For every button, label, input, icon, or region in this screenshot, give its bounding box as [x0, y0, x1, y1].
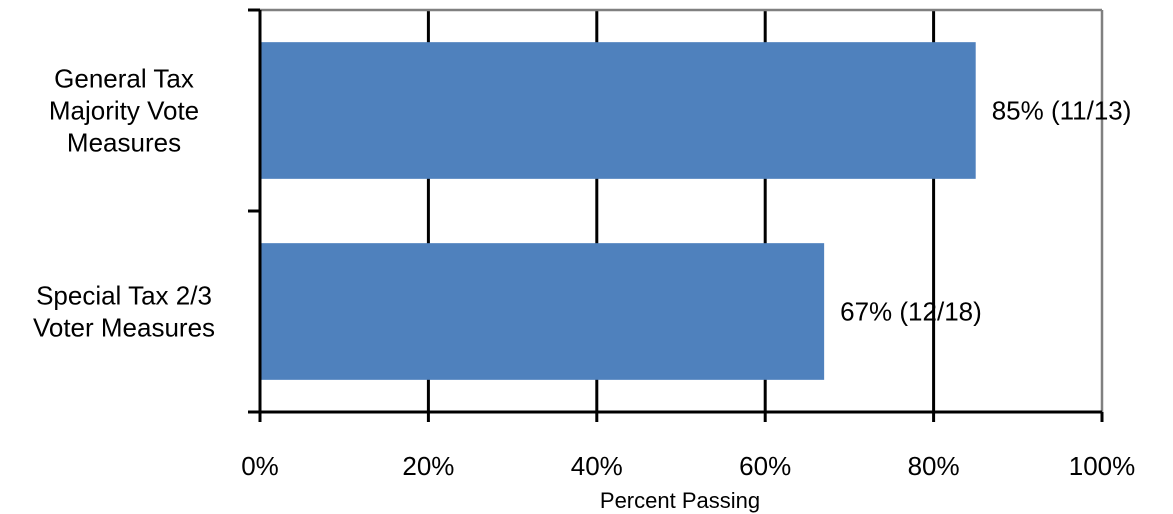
data-label: 67% (12/18) — [840, 297, 982, 327]
category-label-line: Special Tax 2/3 — [36, 281, 212, 311]
x-tick-label: 40% — [571, 451, 623, 481]
x-axis-title: Percent Passing — [600, 488, 760, 513]
bars — [260, 42, 976, 380]
category-label-line: Measures — [67, 128, 181, 158]
x-tick-label: 0% — [241, 451, 279, 481]
x-tick-label: 20% — [402, 451, 454, 481]
axes — [248, 8, 1104, 422]
x-tick-label: 100% — [1069, 451, 1136, 481]
category-label: Special Tax 2/3 Voter Measures — [33, 281, 215, 343]
category-label-line: Voter Measures — [33, 313, 215, 343]
category-label-line: General Tax — [54, 64, 194, 94]
bar — [260, 243, 825, 380]
category-label: General Tax Majority Vote Measures — [49, 64, 199, 158]
x-tick-label: 60% — [739, 451, 791, 481]
data-label: 85% (11/13) — [992, 96, 1132, 126]
category-label-line: Majority Vote — [49, 96, 199, 126]
x-tick-labels: 0% 20% 40% 60% 80% 100% — [241, 451, 1135, 481]
bar — [260, 42, 976, 179]
category-labels: General Tax Majority Vote Measures Special … — [33, 64, 215, 343]
x-tick-label: 80% — [908, 451, 960, 481]
data-labels: 85% (11/13) 67% (12/18) — [840, 96, 1131, 327]
